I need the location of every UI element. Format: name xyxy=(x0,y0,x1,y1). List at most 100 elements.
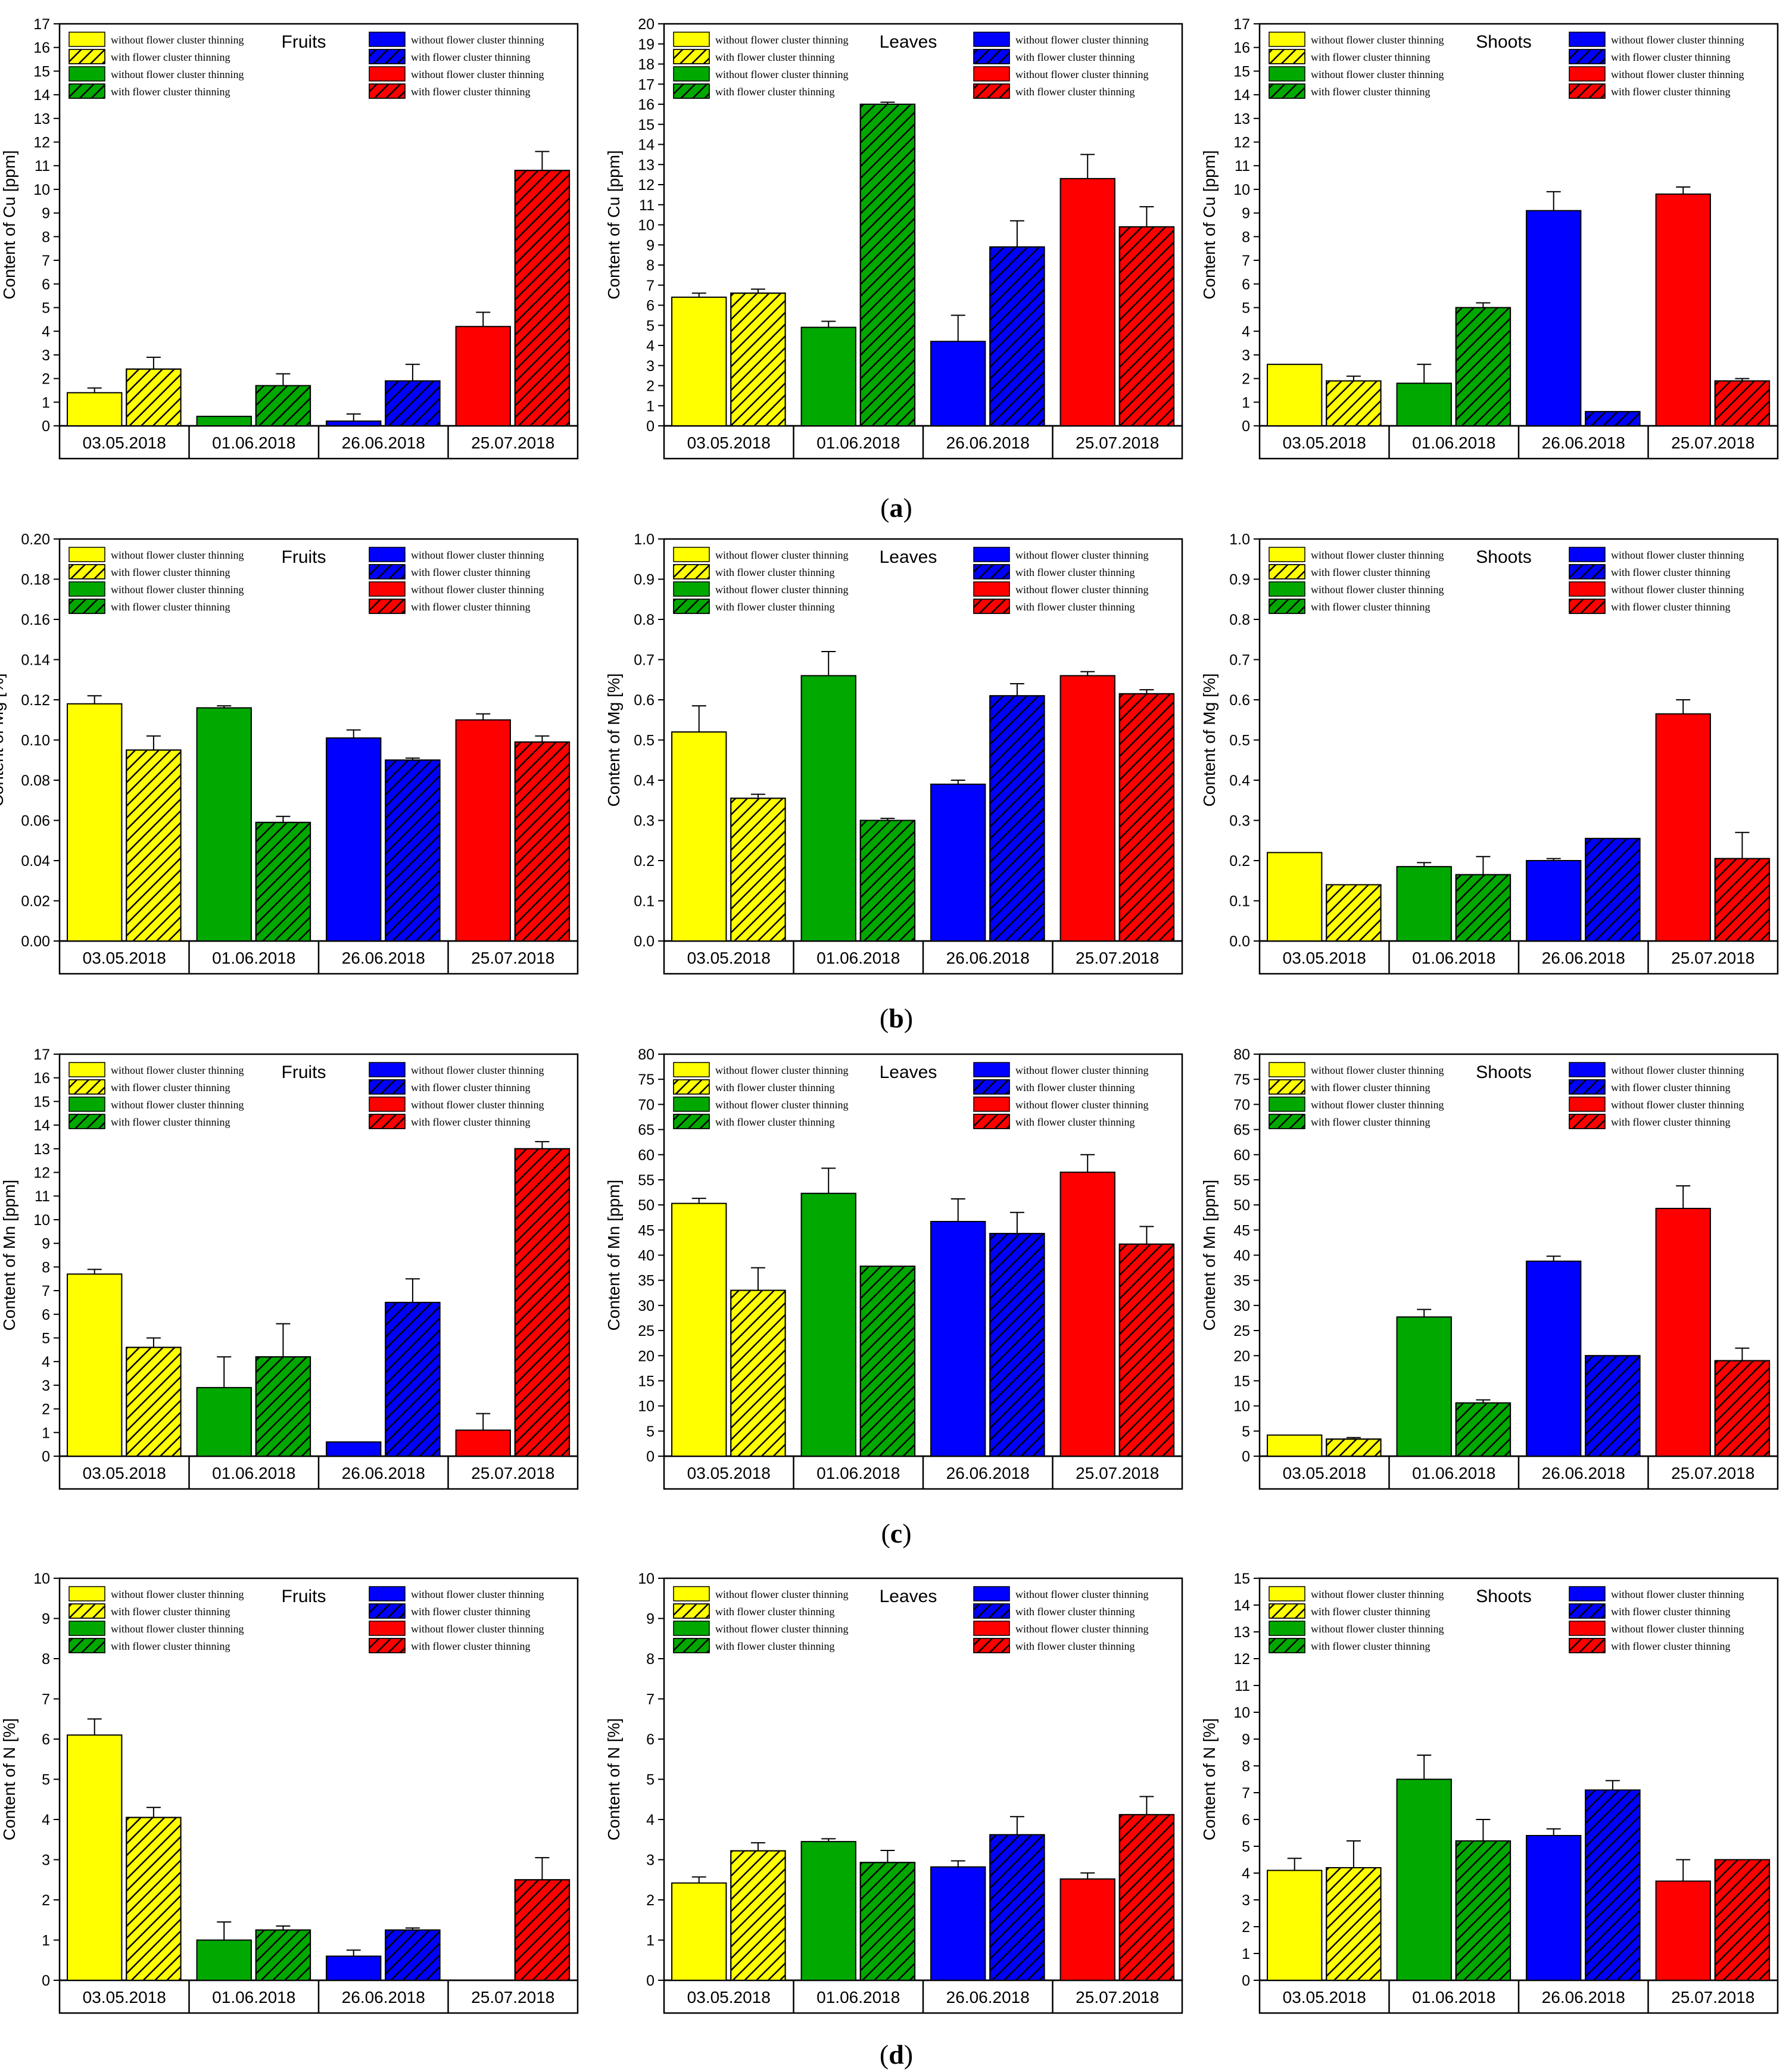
legend-blue-without-label: without flower cluster thinning xyxy=(411,549,544,561)
x-tick-label: 26.06.2018 xyxy=(342,1464,425,1482)
bar-without-thinning xyxy=(1396,866,1452,942)
x-tick-label: 03.05.2018 xyxy=(687,949,771,967)
y-tick-label: 5 xyxy=(646,1423,655,1440)
legend-green-with-label: with flower cluster thinning xyxy=(715,86,834,98)
y-tick-label: 0.06 xyxy=(21,813,50,830)
y-tick-label: 5 xyxy=(1242,1423,1250,1440)
x-tick-label: 26.06.2018 xyxy=(946,1988,1030,2006)
legend-red-with-label: with flower cluster thinning xyxy=(1611,1116,1730,1128)
y-tick-label: 0.5 xyxy=(1229,733,1250,749)
legend-red-with-hatch xyxy=(973,599,1010,614)
legend-green-with-hatch xyxy=(68,599,105,614)
legend-yellow-without-label: without flower cluster thinning xyxy=(111,34,244,46)
y-tick-label: 17 xyxy=(33,1046,50,1063)
row-label-a: (a) xyxy=(880,493,912,523)
legend: without flower cluster thinning with flow… xyxy=(68,547,544,614)
y-tick-label: 10 xyxy=(1233,1705,1250,1721)
bar-hatch xyxy=(1585,1789,1641,1981)
legend-blue-without-label: without flower cluster thinning xyxy=(1611,34,1744,46)
legend-red-with-hatch xyxy=(369,1114,406,1129)
bar-hatch xyxy=(1585,411,1641,426)
legend-red-without-swatch xyxy=(1569,1096,1606,1112)
y-tick-label: 20 xyxy=(638,16,655,33)
x-tick-label: 01.06.2018 xyxy=(1412,1464,1495,1482)
y-tick-label: 8 xyxy=(42,229,50,245)
y-tick-label: 0.00 xyxy=(21,933,50,950)
legend-blue-without-swatch xyxy=(369,1062,406,1077)
y-tick-label: 9 xyxy=(646,1611,655,1628)
legend-red-without-label: without flower cluster thinning xyxy=(1611,68,1744,80)
y-tick-label: 9 xyxy=(1242,1731,1250,1748)
y-tick-label: 2 xyxy=(1242,371,1250,388)
bar-hatch xyxy=(1326,1438,1382,1457)
legend-green-with-label: with flower cluster thinning xyxy=(715,1640,834,1652)
legend-green-with-label: with flower cluster thinning xyxy=(1311,601,1430,613)
y-tick-label: 0.18 xyxy=(21,572,50,588)
y-tick-label: 1 xyxy=(42,1425,50,1441)
x-tick-label: 25.07.2018 xyxy=(1076,434,1159,452)
x-tick-label: 03.05.2018 xyxy=(1283,1464,1366,1482)
y-tick-label: 12 xyxy=(1233,1651,1250,1668)
y-tick-label: 3 xyxy=(1242,347,1250,364)
legend-yellow-without-label: without flower cluster thinning xyxy=(111,1064,244,1076)
bar-without-thinning xyxy=(1396,382,1452,427)
bar-hatch xyxy=(255,1929,311,1981)
bar-hatch xyxy=(1585,837,1641,942)
legend-yellow-with-label: with flower cluster thinning xyxy=(715,51,834,63)
chart-title: Shoots xyxy=(1476,547,1531,567)
y-tick-label: 25 xyxy=(1233,1323,1250,1339)
legend-blue-with-hatch xyxy=(369,49,406,64)
y-tick-label: 0.5 xyxy=(634,733,655,749)
legend-yellow-with-label: with flower cluster thinning xyxy=(111,1082,230,1093)
y-tick-label: 2 xyxy=(646,1892,655,1909)
legend-blue-without-swatch xyxy=(1569,1586,1606,1601)
bar-without-thinning xyxy=(1526,1835,1582,1981)
y-axis-label: Content of N [%] xyxy=(0,1718,18,1840)
y-tick-label: 20 xyxy=(1233,1348,1250,1364)
legend-yellow-without-swatch xyxy=(1269,1586,1305,1601)
legend: without flower cluster thinning with flow… xyxy=(673,1062,1148,1129)
legend-blue-with-label: with flower cluster thinning xyxy=(1611,1606,1730,1618)
legend-blue-without-swatch xyxy=(973,547,1010,562)
y-tick-label: 14 xyxy=(33,1117,50,1134)
y-tick-label: 0.2 xyxy=(1229,853,1250,870)
y-tick-label: 15 xyxy=(1233,1571,1250,1587)
y-tick-label: 0.9 xyxy=(1229,572,1250,588)
legend-red-without-label: without flower cluster thinning xyxy=(1611,1099,1744,1111)
chart-n-fruits: 0 1 2 3 4 5 6 7 8 9 10 Content of N [%] 03.05.2018 01… xyxy=(0,1571,579,2014)
legend-yellow-with-hatch xyxy=(673,1603,710,1619)
legend-blue-with-label: with flower cluster thinning xyxy=(1015,566,1135,578)
x-tick-label: 26.06.2018 xyxy=(946,949,1030,967)
legend-blue-with-label: with flower cluster thinning xyxy=(1015,1606,1135,1618)
y-tick-label: 3 xyxy=(42,1378,50,1394)
y-tick-label: 2 xyxy=(42,1892,50,1909)
y-tick-label: 75 xyxy=(638,1071,655,1088)
bar-hatch xyxy=(255,1356,311,1457)
legend-green-without-swatch xyxy=(673,1096,710,1112)
legend-green-with-label: with flower cluster thinning xyxy=(111,1640,230,1652)
legend-red-without-label: without flower cluster thinning xyxy=(411,68,544,80)
legend-green-without-swatch xyxy=(1269,1096,1305,1112)
y-tick-label: 7 xyxy=(42,253,50,269)
bar-hatch xyxy=(385,380,441,427)
y-tick-label: 2 xyxy=(646,378,655,395)
x-tick-label: 01.06.2018 xyxy=(212,434,295,452)
legend: without flower cluster thinning with flow… xyxy=(673,547,1148,614)
y-tick-label: 0.20 xyxy=(21,531,50,548)
y-tick-label: 9 xyxy=(42,1611,50,1628)
y-tick-label: 10 xyxy=(638,1571,655,1587)
y-tick-label: 6 xyxy=(42,1307,50,1323)
y-tick-label: 8 xyxy=(646,1651,655,1668)
legend-green-with-label: with flower cluster thinning xyxy=(1311,1640,1430,1652)
legend-red-without-label: without flower cluster thinning xyxy=(1015,1099,1148,1111)
legend-blue-with-hatch xyxy=(1569,49,1606,64)
legend-blue-with-label: with flower cluster thinning xyxy=(411,1606,530,1618)
bar-without-thinning xyxy=(1655,713,1711,942)
bar-hatch xyxy=(255,385,311,426)
legend-green-without-swatch xyxy=(673,581,710,597)
legend-red-without-swatch xyxy=(369,581,406,597)
chart-n-leaves: 0 1 2 3 4 5 6 7 8 9 10 Content of N [%] 03.05.2018 01… xyxy=(604,1571,1183,2014)
legend-green-without-label: without flower cluster thinning xyxy=(111,1099,244,1111)
bar-hatch xyxy=(1118,693,1175,942)
